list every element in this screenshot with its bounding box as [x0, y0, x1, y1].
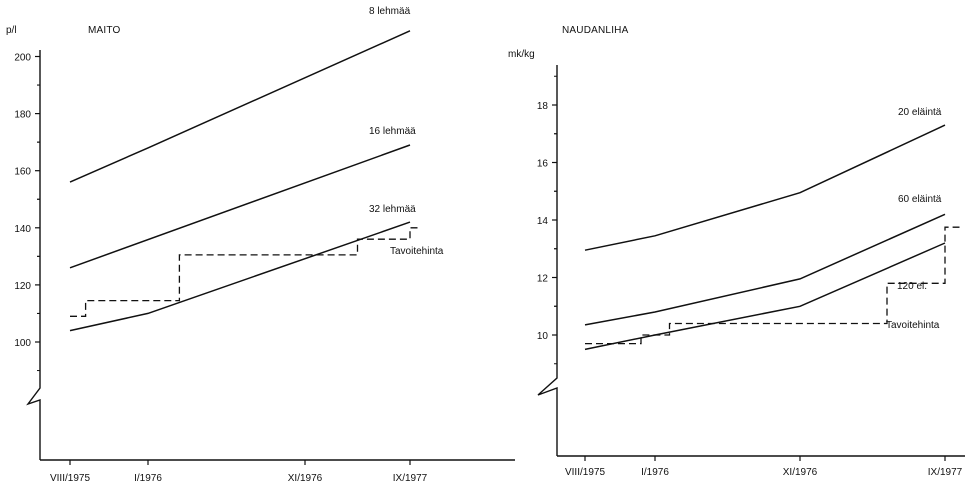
x-tick-label: I/1976 [134, 473, 162, 484]
x-tick-label: VIII/1975 [565, 467, 605, 478]
series-line-1 [69, 144, 411, 269]
y-tick-label: 100 [14, 338, 31, 349]
y-axis-label: p/l [6, 25, 17, 36]
series-label: 20 eläintä [898, 107, 942, 118]
x-tick-label: XI/1976 [288, 473, 323, 484]
series-group [69, 30, 421, 332]
y-tick-label: 140 [14, 224, 31, 235]
series-label: 32 lehmää [369, 204, 416, 215]
series-line-2 [584, 242, 946, 351]
x-tick-label: XI/1976 [783, 467, 818, 478]
y-axis-line [26, 50, 41, 460]
series-label-group: 8 lehmää 16 lehmää 32 lehmää Tavoitehinta [369, 6, 444, 257]
x-tick-label: IX/1977 [393, 473, 428, 484]
series-label: Tavoitehinta [886, 320, 940, 331]
y-tick-label: 160 [14, 167, 31, 178]
series-line-target-price [585, 226, 960, 345]
chart-panel-maito: p/l MAITO 100 120 140 160 180 200 VIII/1975 I/… [6, 6, 515, 484]
x-tick-label: I/1976 [641, 467, 669, 478]
y-tick-label: 16 [537, 159, 549, 170]
chart-title: MAITO [88, 25, 121, 36]
series-line-2 [69, 221, 411, 332]
chart-title: NAUDANLIHA [562, 25, 629, 36]
series-label-group: 20 eläintä 60 eläintä 120 el. Tavoitehinta [886, 107, 942, 331]
series-line-0 [584, 124, 946, 251]
y-tick-label: 200 [14, 53, 31, 64]
chart-panel-naudanliha: mk/kg NAUDANLIHA 10 12 14 16 18 VIII/1975 I/1… [508, 25, 965, 478]
y-tick-label: 10 [537, 331, 549, 342]
x-tick-group: VIII/1975 I/1976 XI/1976 IX/1977 [565, 456, 963, 478]
y-axis-line [537, 65, 558, 456]
y-tick-label: 14 [537, 216, 549, 227]
series-label: 60 eläintä [898, 194, 942, 205]
x-tick-group: VIII/1975 I/1976 XI/1976 IX/1977 [50, 460, 428, 484]
x-tick-label: VIII/1975 [50, 473, 90, 484]
series-label: 16 lehmää [369, 126, 416, 137]
series-label: 120 el. [897, 281, 927, 292]
y-tick-label: 120 [14, 281, 31, 292]
series-group [584, 124, 960, 351]
series-label: 8 lehmää [369, 6, 411, 17]
y-axis-label: mk/kg [508, 49, 535, 60]
series-line-0 [69, 30, 411, 183]
y-tick-label: 12 [537, 274, 549, 285]
y-tick-group: 100 120 140 160 180 200 [14, 53, 40, 372]
series-line-target-price [70, 227, 421, 317]
series-line-1 [584, 213, 946, 326]
y-tick-label: 18 [537, 101, 549, 112]
x-tick-label: IX/1977 [928, 467, 963, 478]
y-tick-group: 10 12 14 16 18 [537, 75, 557, 365]
y-tick-label: 180 [14, 110, 31, 121]
series-label: Tavoitehinta [390, 246, 444, 257]
